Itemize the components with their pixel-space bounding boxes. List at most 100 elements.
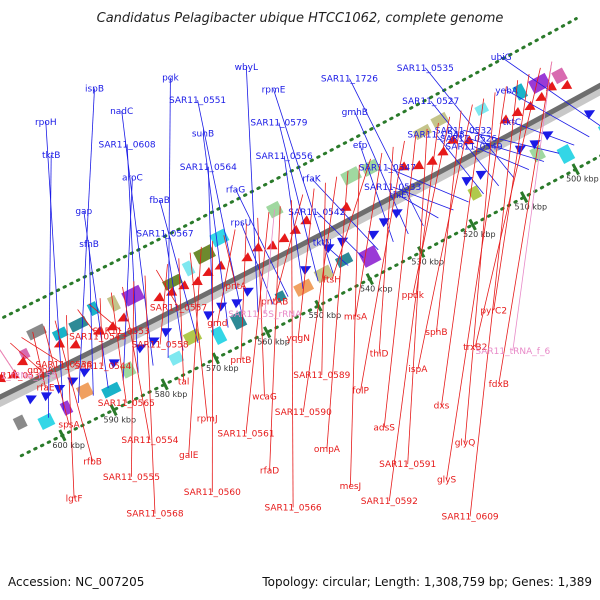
gene-label: galE (179, 451, 199, 461)
feature-block (106, 294, 121, 312)
gene-label: rpmJ (197, 414, 218, 424)
gene-label: mrsA (344, 313, 368, 323)
feature-block (334, 252, 354, 269)
reverse-gene-arrow (202, 266, 214, 276)
gene-label: adsS (373, 423, 395, 433)
gene-leader-line (387, 167, 469, 203)
forward-gene-arrow (300, 266, 312, 276)
gene-label: fdxB (489, 380, 509, 390)
feature-block (26, 323, 47, 341)
feature-block (181, 260, 196, 277)
feature-block (12, 414, 28, 431)
reverse-gene-arrow (106, 321, 118, 331)
gene-leader-line (359, 145, 394, 243)
forward-gene-arrow (337, 237, 349, 247)
gene-leader-line (77, 309, 99, 337)
reverse-gene-arrow (446, 134, 459, 144)
gene-leader-line (446, 86, 507, 480)
reverse-gene-arrow (412, 160, 425, 170)
reverse-gene-arrow (0, 373, 6, 383)
gene-leader-line (167, 77, 171, 359)
gene-leader-line (302, 176, 338, 413)
gene-label: yebA (495, 86, 519, 96)
gene-leader-line (110, 292, 127, 404)
gene-leader-line (245, 212, 270, 434)
scale-tick (571, 163, 580, 176)
gene-leader-line (378, 146, 394, 354)
gene-leader-line (155, 269, 179, 308)
forward-gene-arrow (160, 328, 173, 338)
gene-label: suhB (192, 130, 214, 140)
gene-leader-line (159, 264, 168, 345)
reverse-gene-arrow (278, 233, 290, 243)
gene-label: SAR11_0557 (150, 304, 207, 314)
gene-leader-line (43, 326, 70, 425)
gene-label: lgtF (66, 494, 83, 504)
feature-block (474, 102, 490, 117)
gene-leader-line (235, 189, 289, 297)
gene-label: folP (352, 386, 369, 396)
forward-gene-labels: ubiGyebAtktCSAR11_0532SAR11_0526SAR11_05… (35, 53, 600, 418)
gene-leader-line (354, 111, 409, 235)
gene-label: gap (75, 207, 92, 217)
scale-tick (468, 218, 477, 231)
scale-tick (519, 191, 529, 204)
gene-label: SAR11_0566 (265, 503, 322, 513)
gene-label: ppdk (402, 291, 425, 301)
feature-block (340, 166, 362, 186)
gene-label: tal (178, 377, 190, 387)
gene-leader-line (349, 78, 424, 227)
gene-leader-line (297, 188, 315, 339)
gene-label: aroC (122, 174, 143, 184)
gene-label: SAR11_0535 (397, 64, 454, 74)
gene-leader-line (245, 66, 259, 313)
gene-leader-line (189, 252, 208, 419)
reverse-gene-arrow (191, 276, 203, 286)
feature-block (18, 347, 31, 361)
reverse-gene-arrow (462, 135, 475, 145)
feature-block (556, 143, 576, 165)
feature-block (168, 350, 185, 366)
gene-leader-line (469, 80, 519, 517)
gene-leader-line (54, 320, 93, 462)
gene-leader-line (223, 235, 237, 287)
gene-label: gmhA (27, 366, 54, 376)
gene-leader-line (424, 67, 515, 179)
gene-label: rfbB (83, 458, 102, 468)
gene-label: SAR11_0554 (121, 436, 178, 446)
outer-scale-arc (19, 154, 600, 458)
gene-label: rpsU (231, 219, 252, 229)
gene-label: SAR11_0551 (169, 96, 226, 106)
gene-label: SAR11_0549 (445, 143, 502, 153)
feature-block (430, 111, 450, 129)
gene-leader-line (48, 155, 52, 418)
gene-label: rfaG (226, 185, 245, 195)
gene-label: sfhB (79, 240, 99, 250)
gene-label: ispB (85, 85, 104, 95)
forward-gene-arrow (391, 209, 403, 219)
reverse-gene-arrow (8, 369, 20, 379)
gene-label: ubiG (491, 53, 512, 63)
gene-label: SAR11_0591 (379, 460, 436, 470)
forward-gene-arrow (529, 140, 541, 150)
gene-leader-line (321, 182, 326, 376)
gene-label: pntA (225, 282, 247, 292)
gene-label: SAR11_0527 (402, 97, 459, 107)
reverse-gene-arrow (241, 252, 253, 262)
gene-label: SAR11_0590 (275, 408, 332, 418)
forward-gene-arrow (542, 131, 554, 141)
scale-tick-label: 600 kbp (52, 441, 85, 450)
scale-tick-label: 590 kbp (103, 416, 136, 425)
reverse-gene-arrow (561, 79, 573, 90)
gene-leader-line (506, 89, 590, 138)
gene-leader-line (99, 298, 104, 367)
gene-label: ompA (314, 445, 341, 455)
gene-label: SAR11_0561 (217, 430, 274, 440)
gene-leader-line (121, 110, 154, 366)
gene-label: SAR11_0542 (288, 208, 345, 218)
forward-gene-arrow (378, 218, 391, 228)
gene-leader-line (441, 98, 485, 406)
